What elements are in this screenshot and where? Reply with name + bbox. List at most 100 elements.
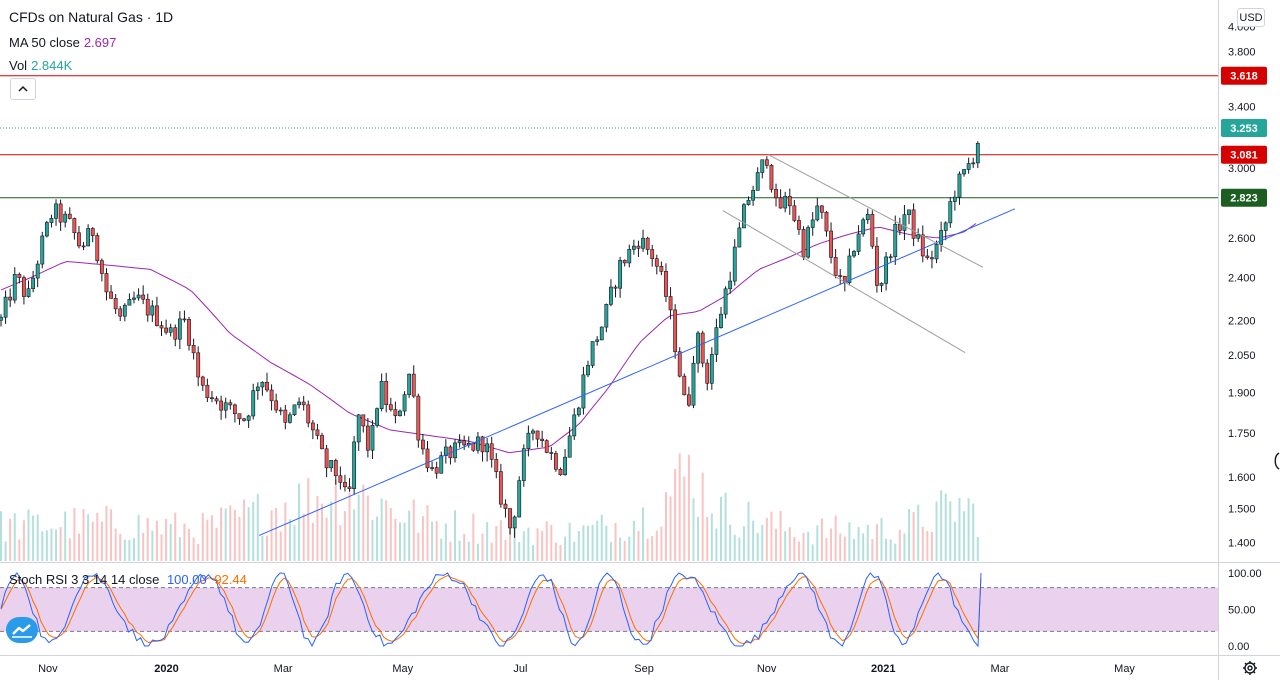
volume-bar — [564, 536, 567, 561]
trend-line-channel-lower[interactable] — [722, 210, 966, 354]
svg-text:2.823: 2.823 — [1230, 193, 1258, 205]
stoch-rsi-lines — [0, 572, 982, 648]
candle — [604, 303, 609, 333]
candle — [480, 435, 485, 462]
volume-bar — [898, 529, 901, 561]
candle — [856, 225, 861, 255]
volume-bar — [119, 533, 122, 561]
volume-bar — [958, 498, 961, 561]
volume-bars — [0, 453, 979, 561]
chevron-up-icon — [18, 80, 28, 98]
stoch-legend[interactable]: Stoch RSI 3 3 14 14 close 100.00 92.44 — [9, 572, 247, 587]
candle — [356, 413, 361, 451]
volume-bar — [963, 511, 966, 561]
candle — [916, 228, 921, 242]
time-axis[interactable]: Nov 2020 Mar May Jul Sep Nov 2021 Mar May — [38, 663, 1135, 675]
volume-bar — [967, 498, 970, 561]
price-tick-label: 2.400 — [1228, 272, 1256, 284]
volume-bar — [201, 512, 204, 561]
volume-bar — [559, 545, 562, 561]
volume-bar — [509, 523, 512, 561]
candle — [549, 446, 554, 461]
volume-bar — [513, 517, 516, 561]
candle — [787, 188, 792, 215]
candle — [145, 293, 150, 322]
candle — [884, 251, 888, 291]
volume-bar — [385, 500, 388, 561]
ma-legend[interactable]: MA 50 close 2.697 — [9, 35, 116, 50]
collapse-legend-button[interactable] — [10, 78, 36, 100]
stoch-d-value: 92.44 — [214, 572, 247, 587]
volume-bar — [394, 518, 397, 561]
volume-bar — [619, 537, 622, 561]
volume-bar — [664, 492, 667, 561]
volume-bar — [431, 521, 434, 561]
candle — [54, 199, 58, 226]
volume-bar — [421, 516, 424, 561]
trend-lines[interactable] — [259, 154, 1016, 536]
candle — [503, 499, 508, 518]
resize-handle-icon[interactable] — [1272, 452, 1280, 470]
candle — [379, 373, 384, 412]
volume-bar — [233, 509, 236, 561]
horizontal-levels[interactable] — [0, 75, 1218, 199]
gear-icon[interactable] — [1241, 659, 1259, 677]
volume-bar — [288, 519, 291, 561]
candle — [489, 436, 494, 468]
candle — [746, 196, 751, 206]
volume-bar — [68, 538, 71, 561]
candle — [934, 240, 939, 264]
volume-bar — [362, 484, 365, 561]
candle — [728, 271, 733, 294]
trend-line-channel-upper[interactable] — [768, 154, 984, 268]
candle — [237, 413, 242, 425]
symbol-title-text[interactable]: CFDs on Natural Gas · 1D — [9, 9, 174, 25]
vol-legend[interactable]: Vol 2.844K — [9, 58, 72, 73]
candle — [320, 432, 324, 450]
candle — [719, 306, 723, 329]
candle — [8, 288, 13, 308]
candle — [893, 215, 898, 265]
candle — [512, 515, 517, 538]
volume-bar — [600, 514, 603, 561]
volume-bar — [380, 498, 383, 561]
symbol-title[interactable]: CFDs on Natural Gas · 1D — [9, 9, 173, 25]
volume-bar — [155, 520, 158, 561]
candle — [338, 466, 343, 490]
candle — [99, 258, 104, 282]
candle — [952, 190, 957, 211]
volume-bar — [623, 540, 626, 561]
candle — [581, 366, 586, 415]
volume-bar — [490, 542, 493, 561]
currency-badge[interactable]: USD — [1237, 8, 1265, 27]
stoch-k-line — [0, 572, 982, 648]
candle — [576, 406, 581, 417]
candle — [599, 326, 604, 341]
candle — [627, 244, 632, 268]
price-axis[interactable]: 1.400 1.500 1.600 1.750 1.900 2.050 2.200 2.400… — [1228, 21, 1256, 549]
candle — [95, 232, 100, 264]
candle — [920, 225, 925, 263]
volume-bar — [715, 528, 718, 561]
candle — [732, 239, 737, 286]
price-tick-label: 1.500 — [1228, 504, 1256, 516]
candle — [696, 330, 700, 373]
volume-bar — [857, 527, 860, 561]
volume-bar — [4, 541, 7, 561]
volume-bar — [270, 510, 273, 561]
volume-bar — [701, 472, 704, 561]
volume-bar — [871, 539, 874, 561]
volume-bar — [719, 496, 722, 561]
candle — [150, 300, 155, 322]
candle — [219, 395, 224, 420]
candle — [755, 167, 760, 191]
candle — [173, 324, 178, 347]
price-tick-label: 1.750 — [1228, 428, 1256, 440]
cloud-logo-icon[interactable] — [6, 617, 38, 643]
volume-bar — [316, 495, 319, 561]
candle — [664, 263, 668, 303]
candle — [457, 434, 462, 448]
candle — [388, 397, 393, 412]
trend-line-uptrend[interactable] — [259, 208, 1016, 536]
